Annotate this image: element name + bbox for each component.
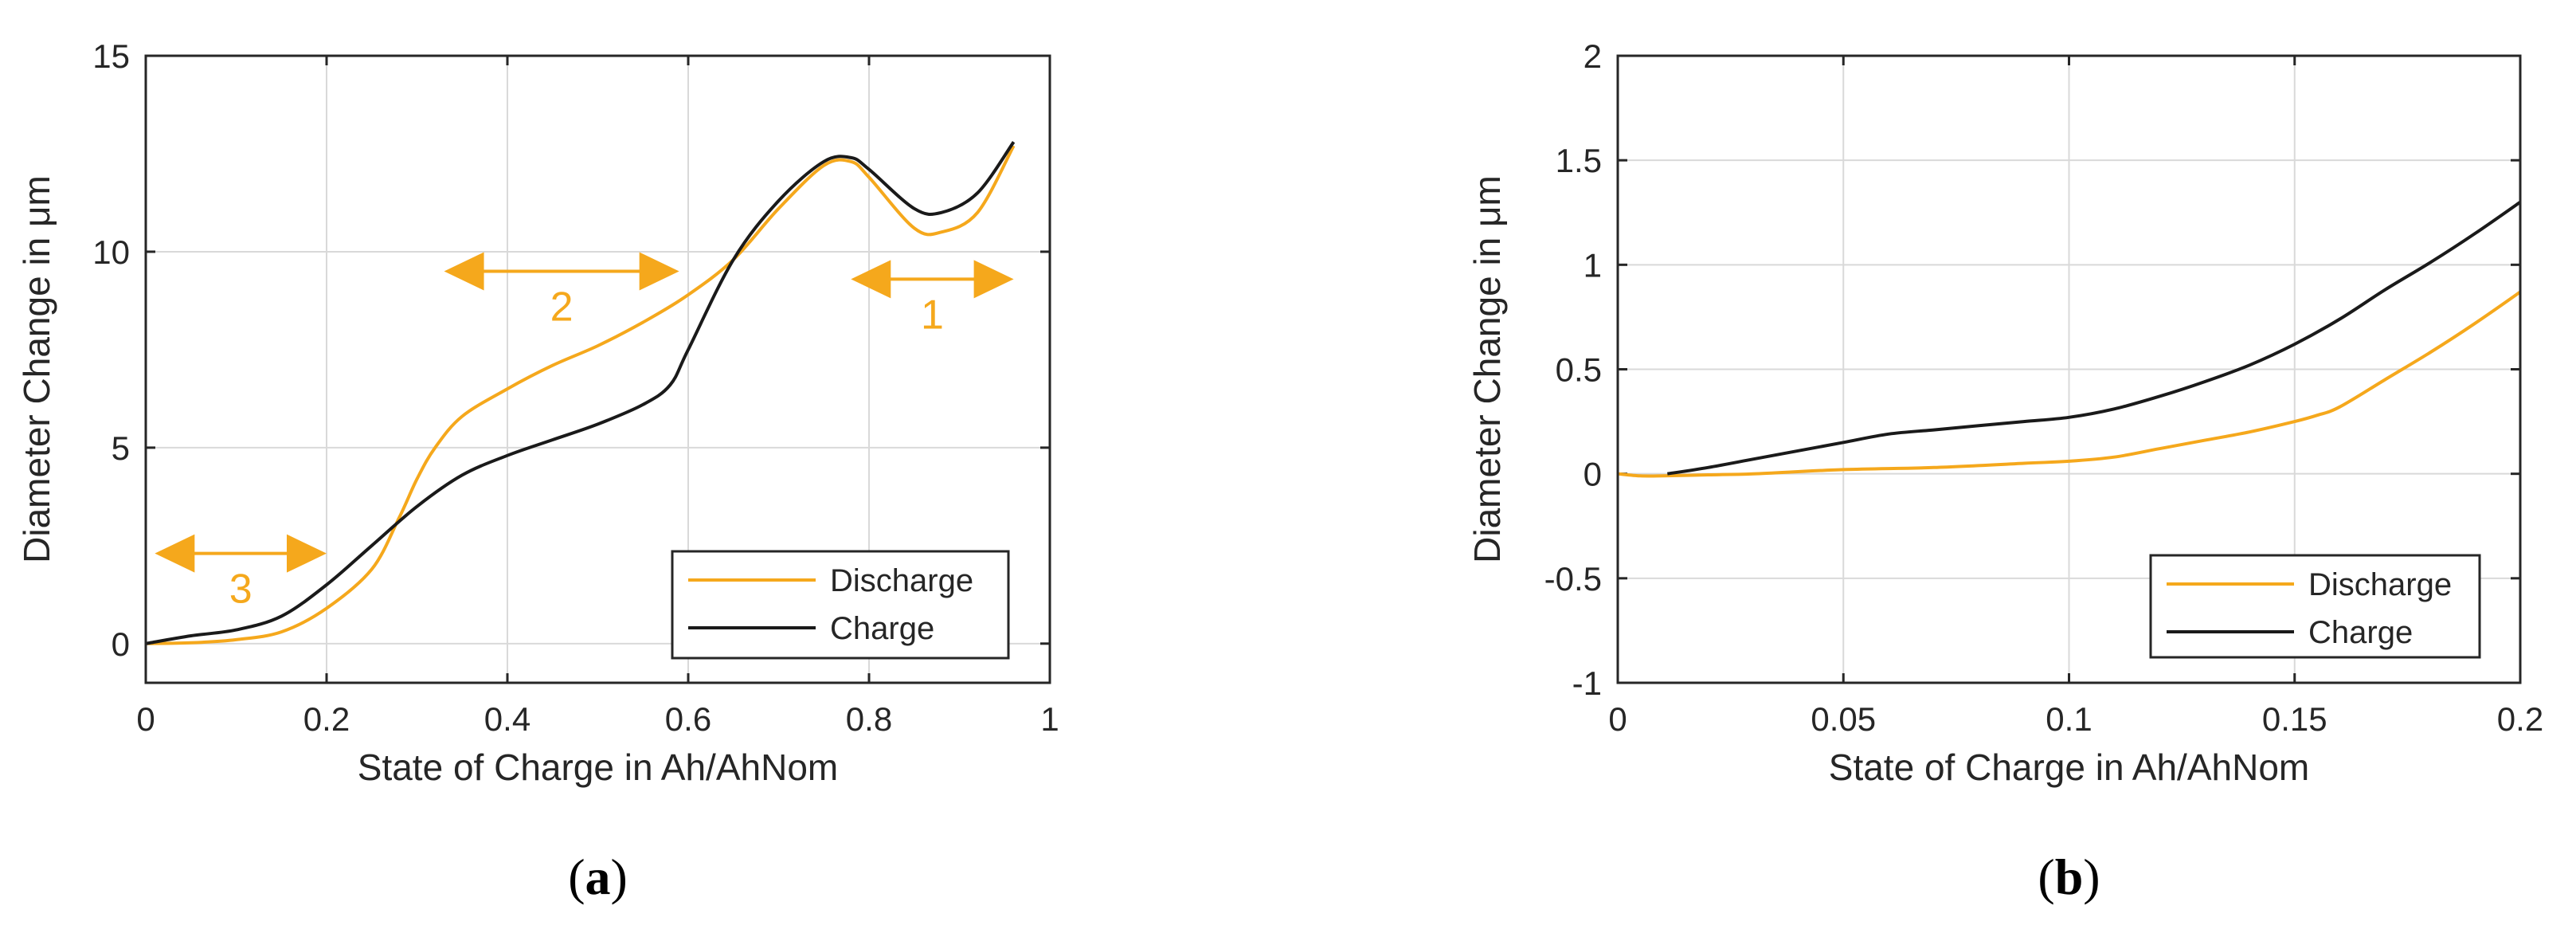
plot-frame-a: [144, 54, 1051, 684]
legend-label-discharge-a: Discharge: [830, 563, 973, 598]
y-tick-label: 15: [92, 37, 130, 75]
plot-frame-b: [1616, 54, 2522, 684]
legend-box-b: [2149, 554, 2481, 659]
annotation-label-2: 2: [550, 284, 574, 331]
y-tick-label: 5: [112, 429, 130, 467]
annotation-label-3: 3: [229, 566, 253, 613]
x-tick-label: 0: [1608, 700, 1627, 738]
x-tick-label: 0.8: [846, 700, 892, 738]
annotation-arrowhead-right-1: [973, 260, 1014, 299]
x-tick-label: 1: [1040, 700, 1059, 738]
x-tick-label: 0.2: [2497, 700, 2543, 738]
chart-panel-b: 0 0.05 0.1 0.15 0.2 -1 -0.5 0 0.5 1 1.5 2 Discharge…: [1466, 37, 2543, 905]
annotation-arrowhead-left-2: [444, 252, 484, 291]
y-tick-label: 1.5: [1556, 142, 1602, 179]
annotation-arrowhead-left-1: [851, 260, 891, 299]
y-tick-label: 10: [92, 233, 130, 271]
y-tick-label: 0: [1584, 456, 1602, 493]
panel-label-letter-a: a: [585, 849, 611, 905]
series-line-discharge: [145, 145, 1016, 645]
annotation-arrowhead-left-3: [155, 534, 195, 573]
y-axis-label-a: Diameter Change in μm: [16, 175, 57, 563]
x-tick-label: 0.4: [484, 700, 530, 738]
series-b: [1617, 200, 2522, 478]
y-axis-label-b: Diameter Change in μm: [1466, 175, 1508, 563]
legend-box-a: [671, 550, 1010, 660]
y-tick-label: 0: [112, 625, 130, 663]
x-tick-label: 0.05: [1811, 700, 1876, 738]
panel-label-letter-b: b: [2055, 849, 2084, 905]
panel-label-b: (b): [2038, 849, 2100, 905]
x-tick-label: 0.6: [665, 700, 711, 738]
legend-label-charge-b: Charge: [2308, 615, 2413, 650]
annotations-a: 1 2 3: [155, 252, 1014, 613]
series-line-discharge: [1617, 290, 2522, 478]
x-tick-label: 0: [136, 700, 155, 738]
x-tick-label: 0.2: [303, 700, 350, 738]
y-tick-label: 0.5: [1556, 351, 1602, 389]
y-tick-label: -1: [1572, 664, 1602, 702]
annotation-arrowhead-right-3: [287, 534, 327, 573]
series-line-charge: [1666, 200, 2522, 476]
annotation-label-1: 1: [921, 292, 944, 338]
y-tick-label: -0.5: [1544, 560, 1602, 598]
legend-b: Discharge Charge: [2149, 554, 2481, 659]
x-axis-label-a: State of Charge in Ah/AhNom: [358, 747, 838, 788]
x-tick-label: 0.15: [2262, 700, 2327, 738]
panel-label-a: (a): [568, 849, 628, 905]
series-a: [145, 141, 1016, 645]
legend-label-discharge-b: Discharge: [2308, 567, 2452, 602]
legend-label-charge-a: Charge: [830, 611, 934, 646]
x-tick-label: 0.1: [2046, 700, 2092, 738]
annotation-arrowhead-right-2: [639, 252, 679, 291]
y-tick-label: 1: [1584, 246, 1602, 284]
y-tick-label: 2: [1584, 37, 1602, 75]
legend-a: Discharge Charge: [671, 550, 1010, 660]
x-axis-label-b: State of Charge in Ah/AhNom: [1829, 747, 2309, 788]
series-line-charge: [145, 141, 1016, 645]
